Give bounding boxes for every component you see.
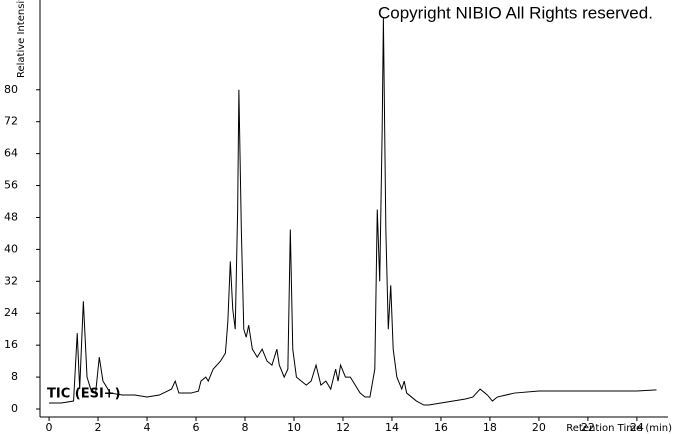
x-axis-label: Retention Time (min) <box>566 423 672 434</box>
y-tick-label: 48 <box>4 210 18 223</box>
annotation: TIC (ESI+) <box>47 387 121 402</box>
y-tick-label: 80 <box>4 83 18 96</box>
y-axis-label: Relative Intensity <box>16 0 27 78</box>
chart-title: Copyright NIBIO All Rights reserved. <box>378 3 653 22</box>
y-tick-label: 64 <box>4 147 18 160</box>
y-tick-label: 32 <box>4 274 18 287</box>
x-tick-label: 22 <box>581 421 595 434</box>
x-tick-label: 14 <box>385 421 399 434</box>
y-tick-label: 24 <box>4 306 18 319</box>
y-tick-label: 16 <box>4 338 18 351</box>
x-tick-label: 4 <box>144 421 151 434</box>
y-tick-label: 72 <box>4 115 18 128</box>
x-tick-label: 18 <box>483 421 497 434</box>
x-tick-label: 8 <box>242 421 249 434</box>
x-tick-label: 10 <box>287 421 301 434</box>
x-tick-label: 20 <box>532 421 546 434</box>
trace <box>49 17 657 406</box>
x-tick-label: 24 <box>630 421 644 434</box>
x-tick-label: 12 <box>336 421 350 434</box>
y-tick-label: 40 <box>4 242 18 255</box>
x-tick-label: 6 <box>193 421 200 434</box>
x-tick-label: 16 <box>434 421 448 434</box>
y-tick-label: 56 <box>4 179 18 192</box>
x-tick-label: 0 <box>46 421 53 434</box>
x-tick-label: 2 <box>95 421 102 434</box>
y-tick-label: 0 <box>11 402 18 415</box>
y-tick-label: 8 <box>11 370 18 383</box>
